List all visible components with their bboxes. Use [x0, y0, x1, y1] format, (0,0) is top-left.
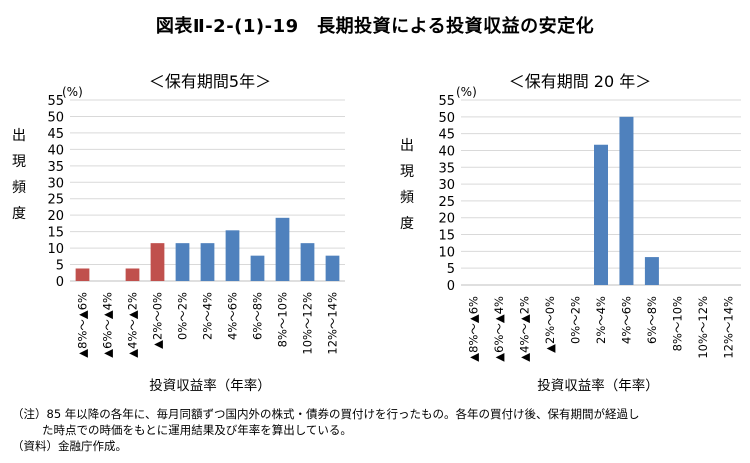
y-label-char-1-3: 度 [400, 216, 414, 232]
y-tick-0-8: 40 [47, 143, 64, 158]
bar-0-9 [300, 243, 315, 281]
y-tick-1-3: 15 [438, 229, 455, 244]
x-axis-label-0: 投資収益率（年率） [149, 377, 271, 394]
y-tick-1-0: 0 [447, 279, 455, 294]
y-tick-1-1: 5 [447, 262, 455, 277]
y-label-char-1-0: 出 [400, 138, 414, 154]
y-tick-1-5: 25 [438, 195, 455, 210]
y-tick-0-7: 35 [47, 160, 64, 175]
bar-0-4 [175, 243, 190, 281]
x-category-0-5: 2%～4% [201, 292, 215, 340]
bar-1-6 [619, 116, 634, 286]
y-tick-1-2: 10 [438, 245, 455, 260]
y-tick-1-11: 55 [438, 94, 455, 109]
y-tick-1-7: 35 [438, 161, 455, 176]
y-tick-0-6: 30 [47, 176, 64, 191]
x-category-1-6: 4%～6% [619, 296, 633, 344]
y-label-char-0-2: 頻 [12, 180, 26, 196]
y-unit-0: (%) [62, 85, 83, 99]
x-category-1-10: 12%～14% [721, 296, 735, 359]
y-tick-1-8: 40 [438, 144, 455, 159]
bar-0-2 [125, 268, 140, 281]
y-label-char-1-2: 頻 [400, 190, 414, 206]
y-tick-1-6: 30 [438, 178, 455, 193]
bar-0-6 [225, 230, 240, 281]
x-category-0-7: 6%～8% [251, 292, 265, 340]
x-category-1-2: ▲4%～▲2% [518, 296, 532, 362]
y-tick-0-9: 45 [47, 127, 64, 142]
y-tick-0-1: 5 [56, 259, 64, 274]
y-label-char-0-0: 出 [12, 128, 26, 144]
bar-0-7 [250, 255, 265, 281]
figure-title: 図表Ⅱ-2-(1)-19 長期投資による投資収益の安定化 [155, 16, 595, 37]
x-category-1-0: ▲8%～▲6% [467, 296, 481, 362]
x-category-1-4: 0%～2% [569, 296, 583, 344]
y-tick-1-10: 50 [438, 111, 455, 126]
source-note: （資料）金融庁作成。 [12, 439, 127, 453]
x-category-0-0: ▲8%～▲6% [76, 292, 90, 358]
y-unit-1: (%) [456, 85, 477, 99]
y-tick-0-11: 55 [47, 94, 64, 109]
x-category-0-6: 4%～6% [226, 292, 240, 340]
x-category-0-9: 10%～12% [301, 292, 315, 355]
y-tick-0-0: 0 [56, 275, 64, 290]
x-category-0-1: ▲6%～▲4% [101, 292, 115, 358]
x-category-0-10: 12%～14% [326, 292, 340, 355]
bar-0-0 [75, 268, 90, 281]
y-tick-0-5: 25 [47, 193, 64, 208]
x-category-1-7: 6%～8% [645, 296, 659, 344]
x-category-1-3: ▲2%～0% [543, 296, 557, 353]
x-axis-label-1: 投資収益率（年率） [537, 377, 659, 394]
y-tick-0-2: 10 [47, 242, 64, 257]
x-category-1-5: 2%～4% [594, 296, 608, 344]
x-category-1-8: 8%～10% [670, 296, 684, 351]
note-line-1: （注）85 年以降の各年に、毎月同額ずつ国内外の株式・債券の買付けを行ったもの。… [12, 407, 640, 421]
note-line-2: た時点での時価をもとに運用結果及び年率を算出している。 [42, 423, 352, 437]
chart-right-title: ＜保有期間 20 年＞ [508, 72, 652, 91]
y-tick-1-4: 20 [438, 212, 455, 227]
x-category-1-9: 10%～12% [696, 296, 710, 359]
y-tick-0-3: 15 [47, 226, 64, 241]
y-label-char-0-3: 度 [12, 206, 26, 222]
x-category-1-1: ▲6%～▲4% [492, 296, 506, 362]
x-category-0-3: ▲2%～0% [151, 292, 165, 349]
bar-1-5 [594, 144, 608, 285]
y-tick-0-10: 50 [47, 110, 64, 125]
x-category-0-4: 0%～2% [176, 292, 190, 340]
bar-0-8 [275, 217, 290, 281]
x-category-0-2: ▲4%～▲2% [126, 292, 140, 358]
y-label-char-1-1: 現 [400, 164, 414, 180]
bar-0-10 [325, 255, 340, 281]
y-tick-1-9: 45 [438, 128, 455, 143]
y-tick-0-4: 20 [47, 209, 64, 224]
bar-0-5 [200, 243, 215, 281]
chart-left-title: ＜保有期間5年＞ [148, 72, 272, 91]
bar-0-3 [150, 243, 165, 281]
y-label-char-0-1: 現 [12, 154, 26, 170]
x-category-0-8: 8%～10% [276, 292, 290, 347]
bar-1-7 [644, 257, 659, 285]
footnotes: （注）85 年以降の各年に、毎月同額ずつ国内外の株式・債券の買付けを行ったもの。… [12, 406, 639, 454]
